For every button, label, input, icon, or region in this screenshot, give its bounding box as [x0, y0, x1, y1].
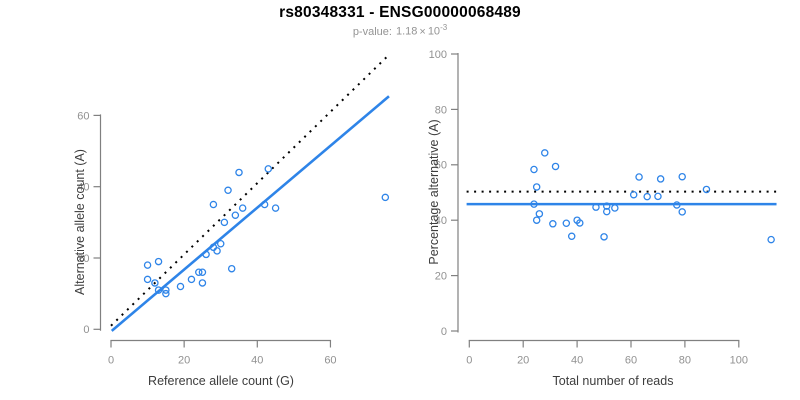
pvalue-label: p-value:	[352, 25, 392, 38]
data-point	[602, 207, 611, 216]
data-point	[611, 204, 619, 212]
y-tick-label: 40	[77, 182, 89, 194]
data-point	[535, 210, 544, 218]
data-point	[238, 204, 247, 212]
data-point	[532, 216, 541, 224]
y-tick-label: 100	[429, 49, 447, 61]
data-point	[702, 185, 711, 194]
data-point	[151, 279, 159, 287]
x-axis-label: Reference allele count (G)	[148, 374, 294, 388]
pvalue-mantissa: 1.18	[395, 25, 418, 38]
data-point	[656, 175, 665, 183]
y-tick-label: 40	[435, 215, 447, 227]
multiplication-sign: ×	[419, 25, 426, 38]
x-tick-label: 40	[571, 355, 583, 367]
data-point	[224, 186, 232, 195]
pvalue-exponent: -3	[440, 23, 448, 32]
data-point	[216, 239, 225, 248]
figure-subtitle: p-value: 1.18 × 10-3	[0, 23, 800, 38]
y-tick-label: 20	[435, 270, 447, 282]
data-point	[592, 203, 600, 211]
data-point	[154, 257, 163, 266]
data-point	[264, 165, 273, 173]
data-point	[195, 268, 203, 277]
data-point	[767, 235, 775, 244]
pvalue-base: 10	[427, 25, 441, 38]
data-point	[176, 282, 185, 291]
x-tick-label: 40	[251, 355, 263, 367]
data-point	[549, 220, 557, 228]
x-tick-label: 0	[466, 355, 472, 367]
data-point	[202, 250, 210, 259]
data-point	[231, 211, 240, 219]
data-point	[235, 168, 243, 177]
identity-line	[110, 54, 390, 327]
data-point	[209, 200, 218, 209]
regression-line	[110, 95, 390, 332]
data-point	[162, 286, 170, 294]
y-tick-label: 0	[441, 326, 447, 338]
y-tick-label: 80	[435, 104, 447, 116]
plot-percentage-by-depth: 0 20 40 60 80 100 0 20 40 60 80 100 Total number of …	[427, 49, 777, 388]
data-point	[271, 204, 280, 212]
x-tick-label: 20	[517, 355, 529, 367]
data-point	[154, 286, 163, 294]
data-point	[198, 268, 207, 277]
data-point	[643, 192, 651, 201]
x-tick-label: 100	[730, 355, 748, 367]
data-point	[551, 162, 560, 171]
x-tick-label: 0	[108, 355, 114, 367]
data-point	[673, 201, 681, 209]
x-tick-label: 60	[625, 355, 637, 367]
data-point	[576, 219, 584, 227]
x-tick-label: 20	[178, 355, 190, 367]
data-point	[198, 279, 207, 287]
y-tick-label: 0	[83, 324, 89, 336]
data-point	[678, 172, 686, 181]
data-point	[143, 275, 152, 284]
page-title: rs80348331 - ENSG00000068489	[279, 4, 521, 21]
y-tick-label: 20	[77, 253, 89, 265]
data-point	[654, 192, 662, 201]
data-point	[562, 219, 571, 227]
data-point	[260, 200, 269, 209]
data-point	[567, 232, 576, 241]
data-point	[530, 165, 538, 174]
x-axis-label: Total number of reads	[553, 374, 674, 388]
x-tick-label: 80	[679, 355, 691, 367]
plot-allele-counts: 0 20 40 60 0 20 40 60 Reference allele count (G)…	[73, 54, 390, 388]
y-tick-label: 60	[77, 110, 89, 122]
y-axis-label: Alternative allele count (A)	[73, 149, 87, 295]
data-point	[600, 233, 608, 241]
data-point	[227, 264, 236, 273]
data-point	[541, 149, 549, 157]
data-point	[187, 275, 196, 284]
data-point	[678, 208, 686, 216]
data-point	[635, 173, 643, 181]
data-point	[220, 218, 229, 227]
data-point	[629, 190, 638, 199]
data-point	[532, 183, 541, 191]
data-point	[143, 261, 152, 269]
data-point	[213, 247, 221, 255]
data-point	[162, 289, 170, 298]
x-tick-label: 60	[324, 355, 336, 367]
y-axis-label: Percentage alternative (A)	[427, 119, 441, 264]
data-point	[381, 193, 390, 202]
data-point	[602, 202, 611, 210]
y-tick-label: 60	[435, 160, 447, 172]
data-point	[530, 200, 538, 208]
